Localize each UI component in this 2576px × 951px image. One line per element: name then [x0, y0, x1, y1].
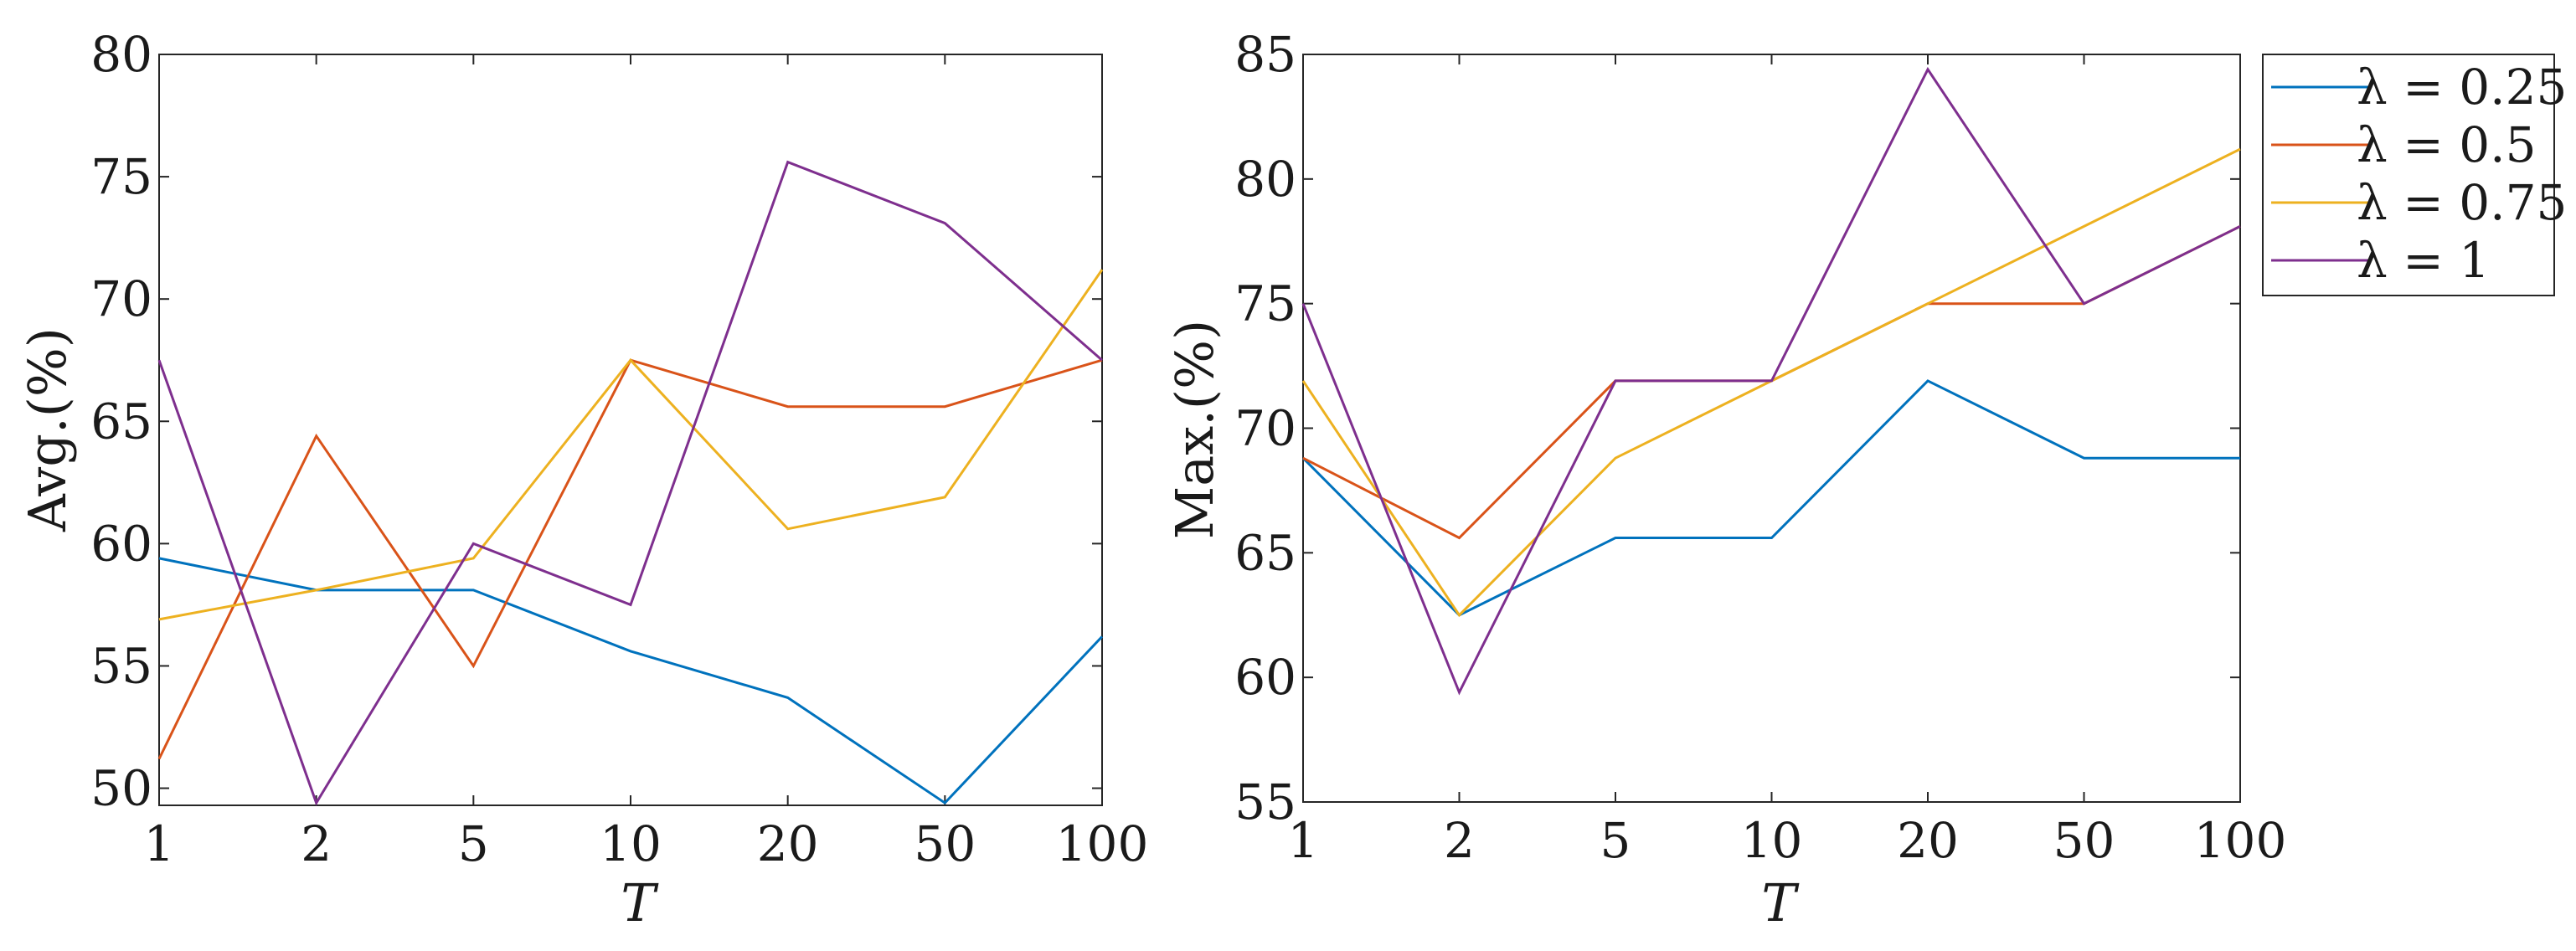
max-y-tick-label: 80 [1234, 151, 1296, 208]
max-chart-panel: 55 60 65 70 75 80 85 1 2 5 10 20 50 100 Max.(%) T [1164, 26, 2286, 933]
max-y-tick-label: 65 [1234, 524, 1296, 581]
max-x-tick-label: 1 [1288, 812, 1319, 869]
avg-x-tick-label: 50 [914, 815, 976, 872]
avg-x-tick-label: 20 [757, 815, 819, 872]
avg-series-lines [157, 160, 1104, 806]
max-x-tick-label: 20 [1897, 812, 1959, 869]
avg-series-line-3 [158, 269, 1104, 621]
avg-x-ticks: 1 2 5 10 20 50 100 [144, 54, 1149, 872]
legend-label-3: λ = 0.75 [2357, 174, 2567, 231]
avg-plot-frame [158, 54, 1103, 806]
max-y-tick-label: 85 [1234, 26, 1296, 83]
max-y-axis-label: Max.(%) [1164, 320, 1225, 539]
max-series-lines [1301, 66, 2241, 696]
avg-y-tick-label: 65 [90, 393, 152, 450]
max-x-tick-label: 2 [1444, 812, 1475, 869]
avg-x-tick-label: 1 [144, 815, 175, 872]
max-y-ticks: 55 60 65 70 75 80 85 [1234, 26, 2240, 830]
avg-x-tick-label: 5 [458, 815, 489, 872]
max-y-tick-label: 60 [1234, 649, 1296, 706]
avg-y-tick-label: 70 [90, 270, 152, 327]
max-plot-frame [1302, 54, 2241, 803]
avg-y-tick-label: 80 [90, 26, 152, 83]
avg-chart-panel: 50 55 60 65 70 75 80 1 2 5 10 20 50 100 Avg.(%) T [17, 26, 1148, 933]
max-x-tick-label: 5 [1600, 812, 1631, 869]
legend: λ = 0.25λ = 0.5λ = 0.75λ = 1 [2262, 54, 2567, 296]
legend-label-4: λ = 1 [2357, 232, 2490, 289]
legend-label-2: λ = 0.5 [2357, 116, 2536, 173]
avg-y-tick-label: 50 [90, 760, 152, 817]
legend-box [2262, 54, 2555, 296]
max-x-tick-label: 50 [2053, 812, 2115, 869]
max-series-line-4 [1301, 66, 2241, 696]
max-x-tick-label: 10 [1741, 812, 1803, 869]
avg-x-tick-label: 100 [1056, 815, 1149, 872]
max-y-tick-label: 75 [1234, 275, 1296, 332]
avg-y-tick-label: 55 [90, 637, 152, 694]
max-y-tick-label: 55 [1234, 774, 1296, 830]
max-x-tick-label: 100 [2194, 812, 2287, 869]
avg-y-axis-label: Avg.(%) [17, 327, 78, 532]
avg-x-axis-label: T [621, 872, 659, 933]
max-x-axis-label: T [1761, 872, 1800, 933]
avg-series-line-4 [157, 160, 1103, 806]
avg-x-tick-label: 2 [301, 815, 332, 872]
avg-x-tick-label: 10 [600, 815, 662, 872]
legend-label-1: λ = 0.25 [2357, 59, 2567, 116]
avg-y-ticks: 50 55 60 65 70 75 80 [90, 26, 1102, 817]
avg-y-tick-label: 60 [90, 515, 152, 572]
avg-y-tick-label: 75 [90, 148, 152, 205]
max-y-tick-label: 70 [1234, 400, 1296, 457]
max-x-ticks: 1 2 5 10 20 50 100 [1288, 54, 2287, 869]
